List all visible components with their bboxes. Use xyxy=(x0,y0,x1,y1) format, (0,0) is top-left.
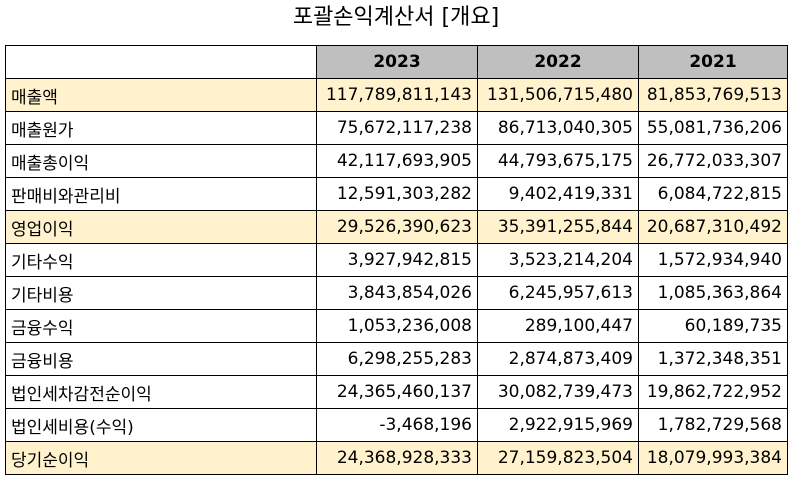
table-row: 법인세차감전순이익 24,365,460,137 30,082,739,473 19,… xyxy=(5,375,788,409)
value-cell: 2,922,915,969 xyxy=(477,408,639,442)
value-cell: 29,526,390,623 xyxy=(316,210,478,244)
value-cell: 2,874,873,409 xyxy=(477,342,639,376)
value-cell: 24,365,460,137 xyxy=(316,375,478,409)
page-title: 포괄손익계산서 [개요] xyxy=(292,5,500,30)
table-row: 금융비용 6,298,255,283 2,874,873,409 1,372,348,… xyxy=(5,342,788,376)
row-label-cell: 매출원가 xyxy=(5,111,317,145)
value-cell: 6,245,957,613 xyxy=(477,276,639,310)
table-row: 매출액 117,789,811,143 131,506,715,480 81,853,… xyxy=(5,78,788,112)
value-cell: 19,862,722,952 xyxy=(638,375,788,409)
value-cell: 1,053,236,008 xyxy=(316,309,478,343)
table-row: 기타비용 3,843,854,026 6,245,957,613 1,085,363,… xyxy=(5,276,788,310)
row-label-cell: 매출액 xyxy=(5,78,317,112)
row-label-cell: 법인세차감전순이익 xyxy=(5,375,317,409)
header-row: 2023 2022 2021 xyxy=(5,45,788,79)
value-cell: 75,672,117,238 xyxy=(316,111,478,145)
row-label-cell: 금융비용 xyxy=(5,342,317,376)
row-label-cell: 판매비와관리비 xyxy=(5,177,317,211)
row-label-cell: 당기순이익 xyxy=(5,441,317,475)
value-cell: 86,713,040,305 xyxy=(477,111,639,145)
value-cell: 81,853,769,513 xyxy=(638,78,788,112)
value-cell: 131,506,715,480 xyxy=(477,78,639,112)
value-cell: 1,572,934,940 xyxy=(638,243,788,277)
value-cell: 1,782,729,568 xyxy=(638,408,788,442)
row-label-cell: 기타비용 xyxy=(5,276,317,310)
table-row: 당기순이익 24,368,928,333 27,159,823,504 18,079,… xyxy=(5,441,788,475)
table-row: 매출총이익 42,117,693,905 44,793,675,175 26,772,… xyxy=(5,144,788,178)
row-label-cell: 금융수익 xyxy=(5,309,317,343)
header-corner-cell xyxy=(5,45,317,79)
row-label-cell: 영업이익 xyxy=(5,210,317,244)
value-cell: 6,084,722,815 xyxy=(638,177,788,211)
value-cell: 6,298,255,283 xyxy=(316,342,478,376)
header-year-2021: 2021 xyxy=(638,45,788,79)
table-row: 영업이익 29,526,390,623 35,391,255,844 20,687,3… xyxy=(5,210,788,244)
header-year-2023: 2023 xyxy=(316,45,478,79)
value-cell: 12,591,303,282 xyxy=(316,177,478,211)
value-cell: 27,159,823,504 xyxy=(477,441,639,475)
table-row: 금융수익 1,053,236,008 289,100,447 60,189,735 xyxy=(5,309,788,343)
value-cell: 1,085,363,864 xyxy=(638,276,788,310)
value-cell: 9,402,419,331 xyxy=(477,177,639,211)
value-cell: 26,772,033,307 xyxy=(638,144,788,178)
value-cell: 289,100,447 xyxy=(477,309,639,343)
value-cell: 3,843,854,026 xyxy=(316,276,478,310)
header-year-2022: 2022 xyxy=(477,45,639,79)
value-cell: 3,523,214,204 xyxy=(477,243,639,277)
table-row: 기타수익 3,927,942,815 3,523,214,204 1,572,934,… xyxy=(5,243,788,277)
value-cell: 42,117,693,905 xyxy=(316,144,478,178)
value-cell: 60,189,735 xyxy=(638,309,788,343)
value-cell: 18,079,993,384 xyxy=(638,441,788,475)
value-cell: 117,789,811,143 xyxy=(316,78,478,112)
row-label-cell: 법인세비용(수익) xyxy=(5,408,317,442)
table-row: 매출원가 75,672,117,238 86,713,040,305 55,081,7… xyxy=(5,111,788,145)
value-cell: 44,793,675,175 xyxy=(477,144,639,178)
value-cell: 3,927,942,815 xyxy=(316,243,478,277)
value-cell: 30,082,739,473 xyxy=(477,375,639,409)
value-cell: 20,687,310,492 xyxy=(638,210,788,244)
row-label-cell: 매출총이익 xyxy=(5,144,317,178)
value-cell: -3,468,196 xyxy=(316,408,478,442)
income-statement-table: 2023 2022 2021 매출액 117,789,811,143 131,506… xyxy=(5,45,788,475)
table-row: 판매비와관리비 12,591,303,282 9,402,419,331 6,084,… xyxy=(5,177,788,211)
value-cell: 24,368,928,333 xyxy=(316,441,478,475)
table-row: 법인세비용(수익) -3,468,196 2,922,915,969 1,782,72… xyxy=(5,408,788,442)
row-label-cell: 기타수익 xyxy=(5,243,317,277)
value-cell: 1,372,348,351 xyxy=(638,342,788,376)
value-cell: 35,391,255,844 xyxy=(477,210,639,244)
value-cell: 55,081,736,206 xyxy=(638,111,788,145)
